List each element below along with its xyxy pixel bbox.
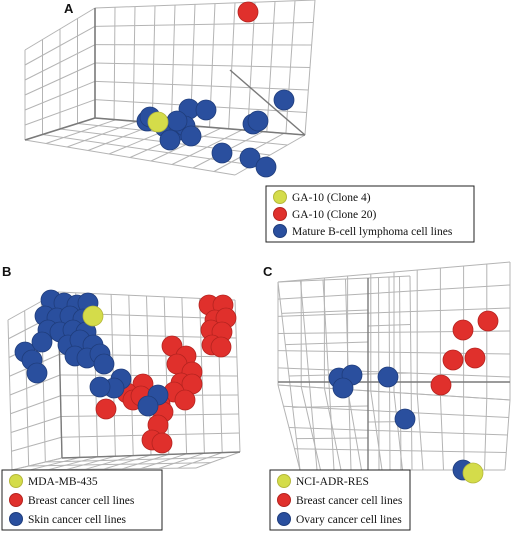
point-b-s2-27	[32, 332, 52, 352]
grid-b-left-v7	[12, 437, 62, 451]
point-c-s1-0	[453, 320, 473, 340]
legend-a-swatch-2	[274, 225, 287, 238]
point-b-s0-0	[83, 306, 103, 326]
legend-c-label-1: Breast cancer cell lines	[296, 495, 403, 507]
grid-b-left-v6	[11, 417, 61, 433]
point-b-s2-21	[27, 363, 47, 383]
legend-b-label-0: MDA-MB-435	[28, 476, 98, 488]
point-c-s2-4	[395, 409, 415, 429]
legend-a-swatch-0	[274, 191, 287, 204]
point-b-s1-25	[211, 337, 231, 357]
point-a-s1-0	[238, 2, 258, 22]
legend-c-swatch-0	[278, 475, 291, 488]
point-a-s2-11	[274, 90, 294, 110]
point-a-s2-10	[248, 111, 268, 131]
legend-b-label-2: Skin cancer cell lines	[28, 514, 127, 526]
panel-label-b: B	[2, 264, 11, 279]
legend-b-label-1: Breast cancer cell lines	[28, 495, 135, 507]
grid-a-back-v3	[95, 63, 310, 68]
legend-b-swatch-1	[10, 494, 23, 507]
point-b-s2-18	[94, 354, 114, 374]
legend-c: NCI-ADR-RES Breast cancer cell lines Ova…	[270, 470, 410, 530]
point-c-s1-2	[443, 350, 463, 370]
panel-label-a: A	[64, 1, 74, 16]
point-c-s0-0	[463, 463, 483, 483]
point-c-s1-3	[465, 348, 485, 368]
legend-a-label-0: GA-10 (Clone 4)	[292, 192, 371, 204]
point-c-s2-2	[333, 378, 353, 398]
point-a-s2-7	[160, 130, 180, 150]
legend-a-swatch-1	[274, 208, 287, 221]
legend-c-label-0: NCI-ADR-RES	[296, 476, 369, 488]
point-b-s1-14	[175, 390, 195, 410]
panel-label-c: C	[263, 264, 273, 279]
legend-c-swatch-1	[278, 494, 291, 507]
point-b-s1-24	[152, 433, 172, 453]
point-c-s1-4	[431, 375, 451, 395]
legend-b-swatch-0	[10, 475, 23, 488]
point-a-s2-14	[256, 157, 276, 177]
point-a-s2-12	[212, 143, 232, 163]
grid-a-back-v0	[95, 0, 315, 8]
point-b-s2-26	[138, 396, 158, 416]
legend-b: MDA-MB-435 Breast cancer cell lines Skin…	[2, 470, 162, 530]
legend-c-swatch-2	[278, 513, 291, 526]
point-c-s2-3	[378, 367, 398, 387]
grid-b-left-v5	[11, 396, 61, 414]
point-a-s2-4	[196, 100, 216, 120]
grid-a-back-v1	[95, 23, 313, 27]
point-b-s2-24	[90, 377, 110, 397]
point-a-s2-8	[167, 111, 187, 131]
legend-a: GA-10 (Clone 4) GA-10 (Clone 20) Mature …	[266, 186, 474, 242]
point-c-s1-1	[478, 311, 498, 331]
point-b-s1-21	[96, 399, 116, 419]
point-a-s2-6	[181, 126, 201, 146]
legend-a-label-1: GA-10 (Clone 20)	[292, 209, 376, 221]
grid-a-back-v4	[95, 81, 308, 90]
legend-c-label-2: Ovary cancer cell lines	[296, 514, 402, 526]
legend-b-swatch-2	[10, 513, 23, 526]
legend-a-label-2: Mature B-cell lymphoma cell lines	[292, 226, 453, 238]
point-a-s0-0	[148, 112, 168, 132]
